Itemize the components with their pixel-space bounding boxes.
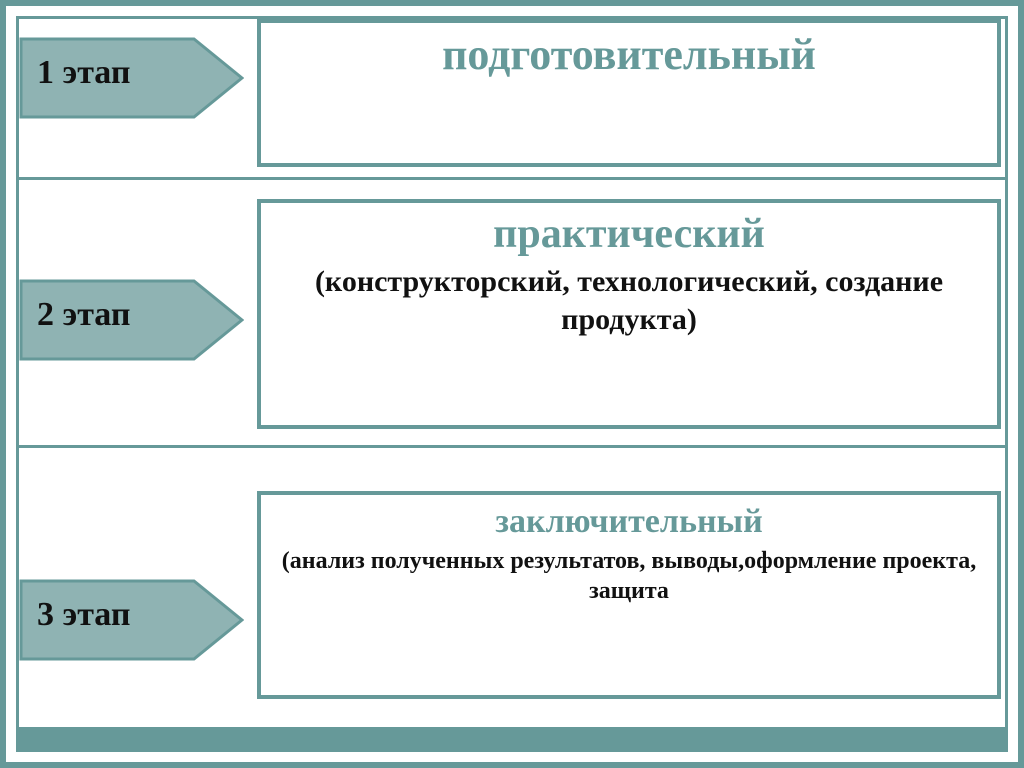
outer-frame: 1 этап подготовительный 2 этап практичес…: [0, 0, 1024, 768]
stage-3-subtitle: (анализ полученных результатов, выводы,о…: [273, 546, 985, 606]
stage-1-title: подготовительный: [273, 31, 985, 79]
stage-2-label: 2 этап: [37, 296, 130, 334]
stage-3-title: заключительный: [273, 503, 985, 540]
stage-2-box: практический (конструкторский, технологи…: [257, 199, 1001, 429]
divider-2: [19, 445, 1005, 448]
inner-frame: 1 этап подготовительный 2 этап практичес…: [16, 16, 1008, 752]
stage-2-subtitle: (конструкторский, технологический, созда…: [273, 263, 985, 338]
stage-1-label: 1 этап: [37, 54, 130, 92]
stage-1-box: подготовительный: [257, 19, 1001, 167]
footer-strip: [19, 727, 1005, 749]
stage-3-label: 3 этап: [37, 596, 130, 634]
stage-2-title: практический: [273, 211, 985, 257]
divider-1: [19, 177, 1005, 180]
stage-3-box: заключительный (анализ полученных резуль…: [257, 491, 1001, 699]
